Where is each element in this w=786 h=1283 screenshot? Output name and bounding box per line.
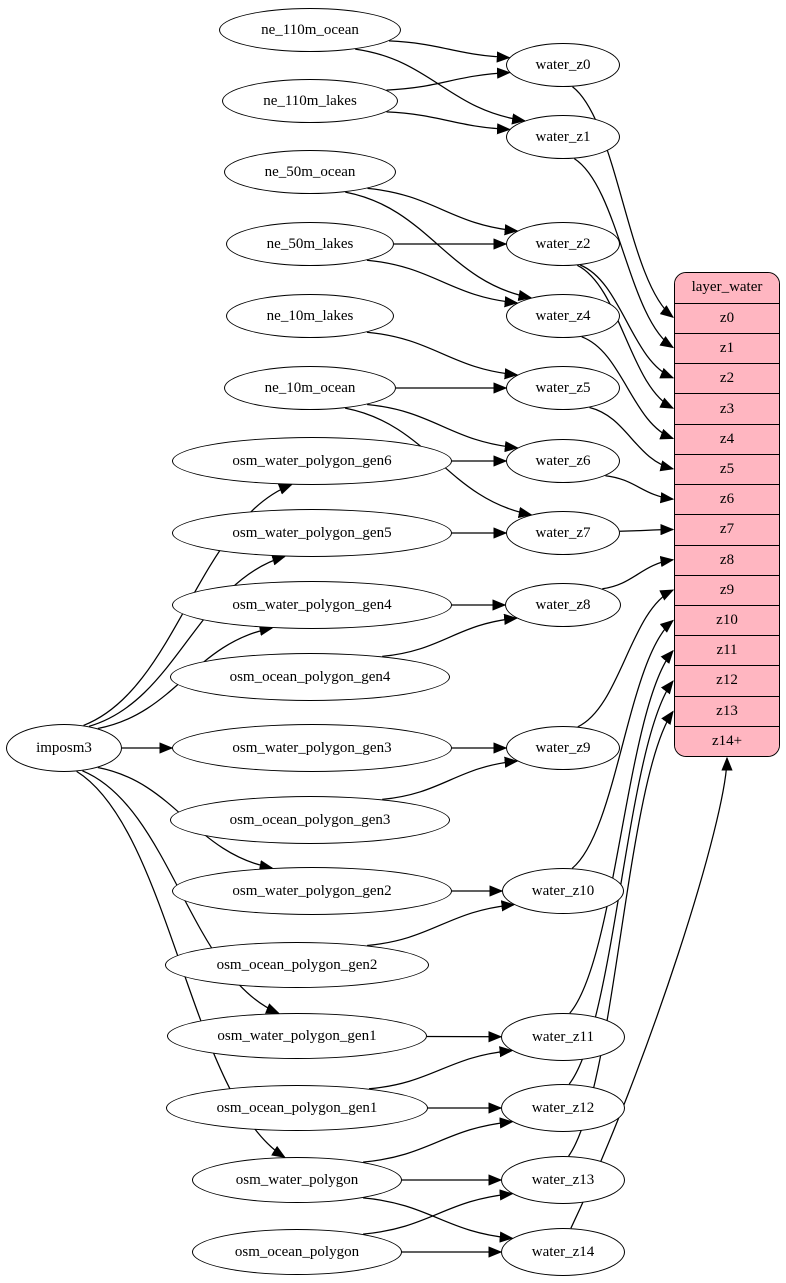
layer-water-row-z3: z3 — [675, 393, 779, 424]
node-ne-50m-lakes: ne_50m_lakes — [226, 222, 394, 266]
layer-water-row-z6: z6 — [675, 484, 779, 515]
node-osm-water-polygon-gen3: osm_water_polygon_gen3 — [172, 724, 452, 772]
edge-ne_110m_lakes-to-water_z1 — [386, 111, 511, 135]
edge-water_z7-to-layer-water-z7 — [619, 523, 675, 536]
node-ne-10m-lakes: ne_10m_lakes — [226, 294, 394, 338]
node-water-z7: water_z7 — [506, 511, 620, 555]
edge-ne_10m_lakes-to-water_z5 — [366, 331, 519, 380]
node-ne-110m-ocean: ne_110m_ocean — [219, 8, 401, 52]
layer-water-row-z9: z9 — [675, 574, 779, 605]
edge-osm_ocean_polygon_gen2-to-water_z10 — [367, 900, 516, 947]
edge-ne_10m_ocean-to-water_z6 — [367, 403, 519, 453]
edge-osm_ocean_polygon_gen3-to-water_z9 — [382, 756, 519, 801]
node-osm-water-polygon-gen4: osm_water_polygon_gen4 — [172, 581, 452, 629]
edge-ne_110m_ocean-to-water_z0 — [388, 40, 511, 63]
node-osm-ocean-polygon-gen1: osm_ocean_polygon_gen1 — [166, 1085, 428, 1131]
node-water-z12: water_z12 — [501, 1084, 625, 1132]
layer-water-row-z0: z0 — [675, 302, 779, 334]
edge-osm_ocean_polygon-to-water_z13 — [363, 1189, 514, 1235]
node-ne-10m-ocean: ne_10m_ocean — [224, 366, 396, 410]
layer-water-row-z8: z8 — [675, 544, 779, 575]
node-water-z2: water_z2 — [506, 222, 620, 266]
node-water-z0: water_z0 — [506, 43, 620, 87]
layer-water-row-z10: z10 — [675, 604, 779, 636]
node-water-z5: water_z5 — [506, 366, 620, 410]
edge-ne_50m_ocean-to-water_z4 — [345, 191, 533, 301]
edge-osm_water_polygon-to-water_z12 — [363, 1117, 514, 1163]
layer-water-row-z7: z7 — [675, 514, 779, 545]
edge-water_z11-to-layer-water-z11 — [569, 649, 674, 1014]
node-osm-ocean-polygon-gen3: osm_ocean_polygon_gen3 — [170, 796, 450, 844]
layer-water-row-z5: z5 — [675, 453, 779, 485]
edge-ne_110m_ocean-to-water_z1 — [355, 48, 526, 125]
node-water-z13: water_z13 — [501, 1156, 625, 1204]
node-osm-ocean-polygon: osm_ocean_polygon — [192, 1229, 402, 1275]
node-ne-50m-ocean: ne_50m_ocean — [224, 150, 396, 194]
node-water-z10: water_z10 — [502, 868, 624, 914]
node-osm-ocean-polygon-gen2: osm_ocean_polygon_gen2 — [165, 942, 429, 988]
edge-water_z0-to-layer-water-z0 — [572, 86, 674, 318]
layer-water-row-z1: z1 — [675, 333, 779, 364]
edge-water_z2-to-layer-water-z2 — [579, 264, 675, 379]
edge-water_z8-to-layer-water-z8 — [602, 555, 675, 590]
layer-water-row-z13: z13 — [675, 695, 779, 726]
layer-water-header: layer_water — [675, 273, 779, 303]
edge-ne_50m_ocean-to-water_z2 — [367, 187, 519, 236]
edge-osm_ocean_polygon_gen1-to-water_z11 — [368, 1046, 514, 1090]
layer-water-row-z4: z4 — [675, 423, 779, 454]
node-osm-water-polygon: osm_water_polygon — [192, 1157, 402, 1203]
node-osm-water-polygon-gen1: osm_water_polygon_gen1 — [167, 1013, 427, 1059]
edge-osm_water_polygon-to-water_z14 — [363, 1197, 514, 1243]
edge-water_z9-to-layer-water-z9 — [577, 589, 675, 728]
edge-osm_ocean_polygon_gen4-to-water_z8 — [382, 613, 518, 658]
node-osm-water-polygon-gen2: osm_water_polygon_gen2 — [172, 867, 452, 915]
edge-ne_50m_lakes-to-water_z4 — [366, 259, 519, 308]
node-ne-110m-lakes: ne_110m_lakes — [222, 79, 398, 123]
layer-water-row-z12: z12 — [675, 665, 779, 696]
layer-water-record: layer_water z0 z1 z2 z3 z4 z5 z6 z7 z8 z9 z10 z11 z12… — [674, 272, 780, 757]
edge-water_z2-to-layer-water-z3 — [577, 264, 675, 409]
node-osm-ocean-polygon-gen4: osm_ocean_polygon_gen4 — [170, 653, 450, 701]
node-water-z8: water_z8 — [505, 583, 621, 627]
edge-water_z10-to-layer-water-z10 — [571, 619, 674, 869]
node-water-z1: water_z1 — [506, 115, 620, 159]
node-water-z9: water_z9 — [506, 726, 620, 770]
node-water-z4: water_z4 — [506, 294, 620, 338]
edge-water_z5-to-layer-water-z5 — [589, 406, 675, 472]
edge-water_z4-to-layer-water-z4 — [581, 336, 675, 440]
edge-imposm3-to-osm_water_polygon_gen5 — [88, 554, 287, 727]
edge-water_z14-to-layer-water-z14+ — [570, 756, 733, 1229]
edge-ne_110m_lakes-to-water_z0 — [386, 67, 511, 91]
node-osm-water-polygon-gen6: osm_water_polygon_gen6 — [172, 437, 452, 485]
layer-water-row-z2: z2 — [675, 363, 779, 394]
layer-water-row-z14plus: z14+ — [675, 725, 779, 756]
node-imposm3: imposm3 — [6, 724, 122, 772]
node-osm-water-polygon-gen5: osm_water_polygon_gen5 — [172, 509, 452, 557]
edge-water_z1-to-layer-water-z1 — [573, 158, 675, 349]
node-water-z14: water_z14 — [501, 1228, 625, 1276]
node-water-z6: water_z6 — [506, 439, 620, 483]
edge-water_z6-to-layer-water-z6 — [605, 475, 675, 504]
layer-water-row-z11: z11 — [675, 635, 779, 666]
node-water-z11: water_z11 — [501, 1013, 625, 1061]
